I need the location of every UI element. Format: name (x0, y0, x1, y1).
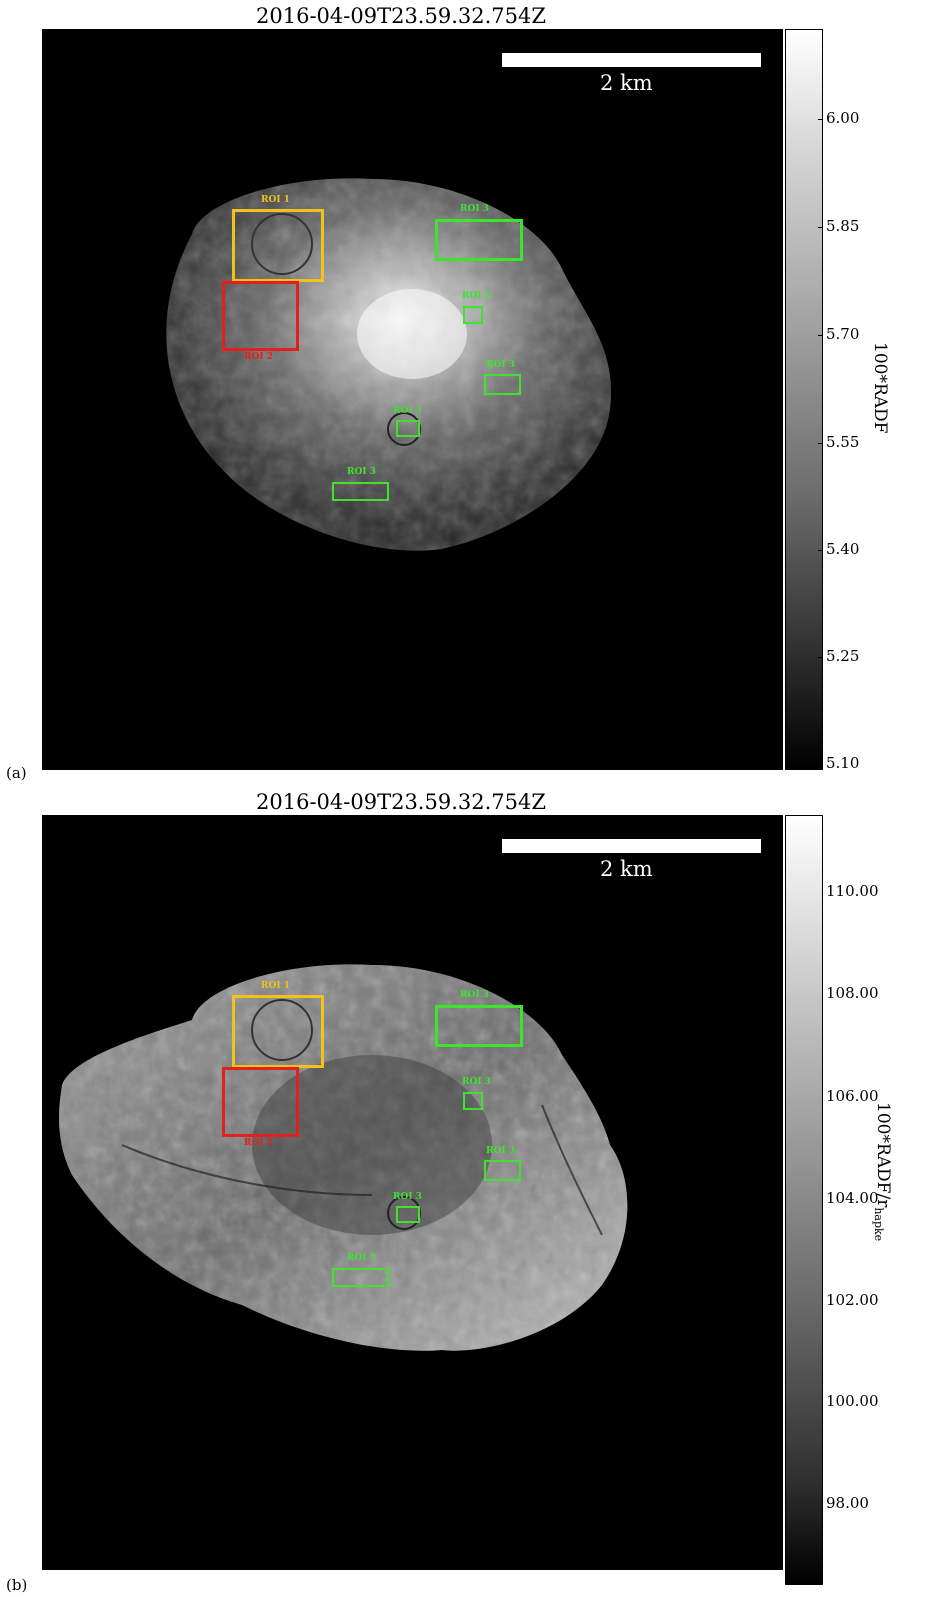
cbar-tickmark (818, 335, 823, 336)
roi-3-box-4-b (396, 1206, 420, 1223)
colorbar-b (785, 815, 823, 1585)
cbar-tick-b: 106.00 (826, 1087, 879, 1105)
panel-a-title: 2016-04-09T23.59.32.754Z (256, 4, 546, 28)
cbar-tick-a: 5.10 (826, 754, 860, 772)
roi-3-box-4-a (396, 420, 420, 437)
roi-3-label-1-a: ROI 3 (460, 204, 489, 214)
colorbar-label-b-main: 100*RADF/ (873, 1102, 893, 1200)
asteroid-image-b: 2 km ROI 1 ROI 2 ROI 3 ROI 3 ROI 3 ROI 3… (42, 815, 783, 1570)
cbar-tickmark (818, 227, 823, 228)
cbar-tick-a: 5.40 (826, 540, 860, 558)
cbar-tickmark (818, 657, 823, 658)
panel-b: 2016-04-09T23.59.32.754Z (0, 785, 927, 1597)
roi-3-box-2-b (463, 1092, 483, 1110)
roi-3-box-2-a (463, 306, 483, 324)
asteroid-shape-b (59, 964, 628, 1351)
cbar-tick-a: 6.00 (826, 109, 860, 127)
panel-b-title: 2016-04-09T23.59.32.754Z (256, 790, 546, 814)
asteroid-shape-a (166, 178, 612, 551)
roi-2-label-b: ROI 2 (244, 1138, 273, 1148)
cbar-tick-b: 102.00 (826, 1291, 879, 1309)
roi-3-label-2-a: ROI 3 (462, 291, 491, 301)
cbar-tickmark (818, 443, 823, 444)
roi-3-box-5-a (332, 482, 389, 501)
roi-3-box-5-b (332, 1268, 389, 1287)
roi-2-label-a: ROI 2 (244, 352, 273, 362)
panel-letter-b: (b) (6, 1576, 28, 1594)
panel-a: 2016-04-09T23.59.32.754Z (0, 0, 927, 785)
roi-1-label-b: ROI 1 (261, 981, 290, 991)
cbar-tick-b: 100.00 (826, 1392, 879, 1410)
roi-3-box-1-b (435, 1005, 523, 1047)
roi-3-label-1-b: ROI 3 (460, 990, 489, 1000)
cbar-tickmark (818, 119, 823, 120)
roi-3-label-3-a: ROI 3 (486, 360, 515, 370)
scale-label-a: 2 km (600, 71, 653, 95)
roi-1-label-a: ROI 1 (261, 195, 290, 205)
roi-3-label-4-b: ROI 3 (393, 1192, 422, 1202)
panel-letter-a: (a) (6, 764, 27, 782)
cbar-tick-b: 108.00 (826, 984, 879, 1002)
colorbar-a (785, 29, 823, 770)
roi-3-box-1-a (435, 219, 523, 261)
roi-3-box-3-b (484, 1160, 521, 1181)
roi-3-label-5-a: ROI 3 (347, 467, 376, 477)
cbar-tick-b: 104.00 (826, 1189, 879, 1207)
cbar-tick-a: 5.85 (826, 217, 860, 235)
colorbar-label-b-sub: hapke (872, 1207, 885, 1242)
roi-1-box-a (232, 209, 324, 282)
roi-1-box-b (232, 995, 324, 1068)
scale-bar-a (502, 53, 761, 67)
roi-3-label-4-a: ROI 3 (393, 406, 422, 416)
roi-3-label-3-b: ROI 3 (486, 1146, 515, 1156)
roi-2-box-b (222, 1067, 299, 1137)
cbar-tick-b: 98.00 (826, 1494, 869, 1512)
cbar-tick-a: 5.25 (826, 647, 860, 665)
scale-bar-b (502, 839, 761, 853)
roi-3-label-2-b: ROI 3 (462, 1077, 491, 1087)
asteroid-image-a: 2 km ROI 1 ROI 2 ROI 3 ROI 3 ROI 3 ROI 3… (42, 29, 783, 770)
colorbar-label-b: 100*RADF/rhapke (872, 1102, 893, 1241)
cbar-tick-b: 110.00 (826, 882, 879, 900)
scale-label-b: 2 km (600, 857, 653, 881)
cbar-tickmark (818, 550, 823, 551)
cbar-tick-a: 5.55 (826, 433, 860, 451)
roi-3-box-3-a (484, 374, 521, 395)
cbar-tick-a: 5.70 (826, 325, 860, 343)
colorbar-label-a: 100*RADF (870, 342, 890, 434)
roi-3-label-5-b: ROI 3 (347, 1253, 376, 1263)
roi-2-box-a (222, 281, 299, 351)
